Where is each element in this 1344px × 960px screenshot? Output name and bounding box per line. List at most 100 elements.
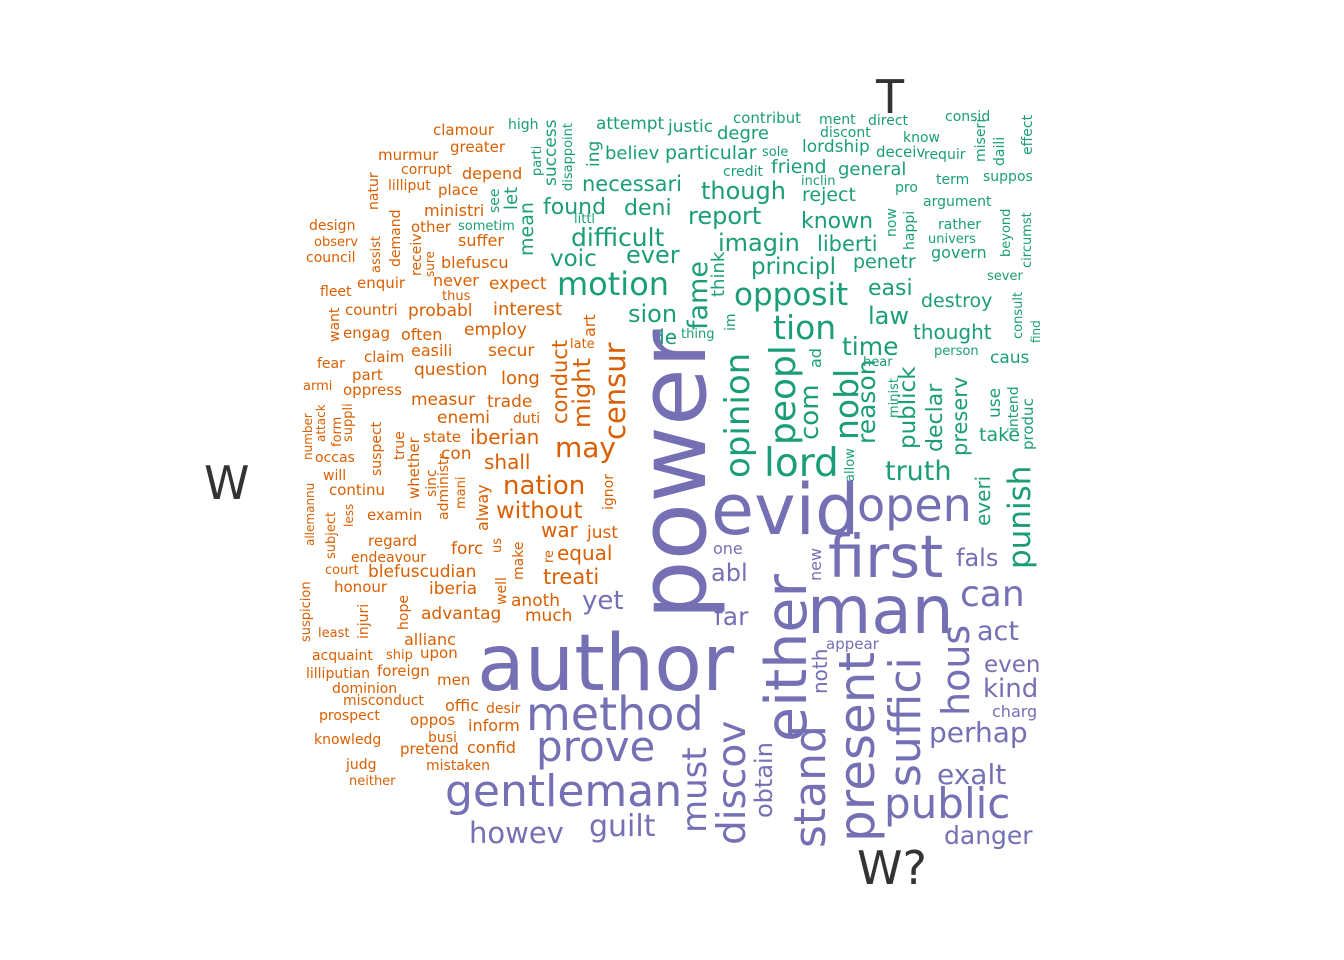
word-w-place: place [438,181,479,199]
word-w-other: other [411,218,451,236]
word-w-foreign: foreign [377,662,430,680]
word-w-probabl: probabl [408,301,473,321]
word-w-pretend: pretend [400,740,459,758]
word-w-alway: alway [473,484,492,531]
word-t-fame: fame [683,261,714,330]
word-w-thus: thus [442,289,471,304]
word-w-shall: shall [484,450,531,474]
word-t-voic: voic [550,246,597,272]
word-w-often: often [401,325,443,344]
word-t-degre: degre [717,123,770,144]
word-w-enquir: enquir [357,274,406,292]
word-w-council: council [306,250,356,266]
word-w-honour: honour [334,578,388,596]
word-t-lordship: lordship [802,137,870,157]
word-t-law: law [868,302,910,330]
word-wq-prove: prove [536,722,656,771]
word-t-sometim: sometim [458,219,515,234]
word-t-everi: everi [971,475,995,526]
word-wq-charg: charg [992,702,1038,721]
group-label-bottom: W? [857,841,927,895]
word-w-dominion: dominion [332,681,398,697]
word-w-may: may [555,431,617,464]
word-t-suppos: suppos [983,169,1033,185]
word-w-oppress: oppress [343,381,402,399]
word-w-misconduct: misconduct [343,693,424,709]
word-t-beyond: beyond [999,208,1014,257]
word-wq-howev: howev [469,816,564,850]
word-t-general: general [838,159,907,180]
word-wq-act: act [977,616,1019,647]
word-t-use: use [985,387,1005,418]
word-w-treati: treati [543,565,600,589]
word-w-suspect: suspect [369,421,385,476]
word-w-ministri: ministri [424,201,485,220]
word-w-allemannu: allemannu [303,482,317,546]
word-w-just: just [587,523,619,543]
word-w-measur: measur [411,390,476,410]
word-w-observ: observ [314,235,359,250]
word-t-liberti: liberti [817,232,878,256]
word-w-knowledg: knowledg [314,732,382,748]
word-w-duti: duti [513,411,541,427]
word-w-state: state [423,428,461,446]
word-wq-one: one [713,539,743,558]
word-w-lilliputian: lilliputian [306,666,371,682]
word-wq-evid: evid [711,469,860,551]
word-wq-discov: discov [710,720,755,845]
word-t-ad: ad [806,348,825,368]
word-w-continu: continu [329,481,385,499]
word-t-person: person [934,344,979,359]
word-w-least: least [318,626,350,641]
word-w-want: want [327,307,343,342]
word-wq-far: far [714,602,749,631]
word-w-murmur: murmur [378,146,439,164]
word-w-conduct: conduct [548,339,572,424]
word-wq-appear: appear [826,635,879,653]
word-w-mani: mani [454,476,469,509]
word-t-direct: direct [868,113,909,129]
word-w-interest: interest [493,299,563,320]
word-w-easili: easili [411,341,453,360]
word-t-credit: credit [723,164,764,180]
word-w-attack: attack [314,404,328,442]
word-wq-danger: danger [944,821,1033,850]
word-t-declar: declar [923,383,948,452]
word-w-hope: hope [396,595,412,630]
word-w-natur: natur [366,172,382,210]
word-t-know: know [903,130,940,146]
word-w-greater: greater [450,138,506,156]
word-w-subject: subject [324,511,339,559]
word-t-parti: parti [530,145,545,176]
word-w-re: re [542,549,557,563]
word-t-particular: particular [665,142,757,164]
word-t-known: known [801,209,874,234]
group-label-top: T [876,70,905,124]
word-t-penetr: penetr [853,251,916,273]
word-wq-fals: fals [956,544,999,572]
word-t-reject: reject [802,184,856,206]
word-t-peopl: peopl [763,345,804,445]
word-w-number: number [301,413,315,460]
word-w-regard: regard [368,532,418,550]
word-t-ing: ing [584,140,604,167]
word-t-caus: caus [990,348,1030,368]
word-w-late: late [570,337,595,352]
word-w-occas: occas [315,450,355,466]
word-w-whether: whether [405,437,423,499]
word-w-design: design [309,218,356,234]
word-t-motion: motion [557,265,670,303]
word-w-blefuscu: blefuscu [441,253,509,272]
word-t-inclin: inclin [801,174,836,189]
word-t-term: term [936,172,970,188]
word-w-desir: desir [486,701,521,717]
word-wq-first: first [828,522,944,591]
word-t-though: though [701,177,786,205]
word-wq-perhap: perhap [929,716,1028,749]
word-t-reason: reason [852,359,881,444]
word-t-truth: truth [885,456,952,487]
word-t-deceiv: deceiv [876,143,926,161]
word-w-busi: busi [428,730,457,746]
word-wq-exalt: exalt [937,758,1007,791]
word-w-will: will [323,468,347,484]
